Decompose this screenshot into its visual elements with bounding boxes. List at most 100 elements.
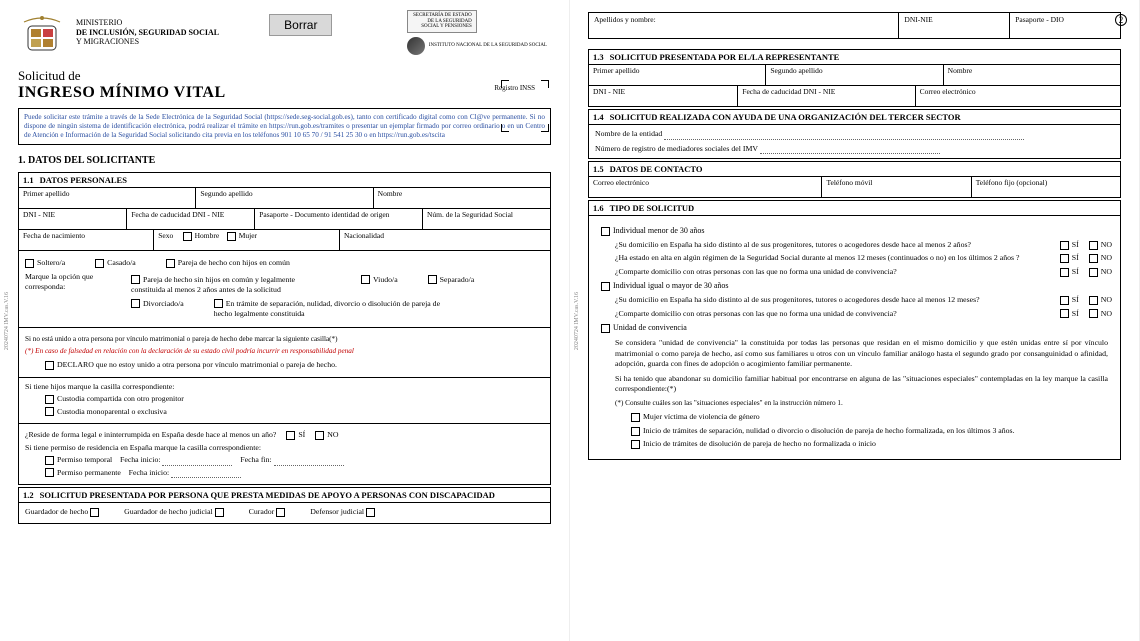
- checkbox-custodia-mono[interactable]: [45, 407, 54, 416]
- label-fijo: Teléfono fijo (opcional): [976, 178, 1048, 187]
- input-fecha-fin[interactable]: [274, 456, 344, 466]
- checkbox-reside-no[interactable]: [315, 431, 324, 440]
- opt-permiso-temp: Permiso temporal: [57, 455, 112, 464]
- checkbox-reside-si[interactable]: [286, 431, 295, 440]
- g2-q1: ¿Su domicilio en España ha sido distinto…: [615, 295, 1046, 306]
- checkbox-g1q1-no[interactable]: [1089, 241, 1098, 250]
- block-1-4: 1.4 SOLICITUD REALIZADA CON AYUDA DE UNA…: [588, 109, 1121, 159]
- checkbox-g1q2-si[interactable]: [1060, 254, 1069, 263]
- block-1-4-title: SOLICITUD REALIZADA CON AYUDA DE UNA ORG…: [610, 112, 961, 122]
- ss-logo-icon: [407, 37, 425, 55]
- opt-defensor: Defensor judicial: [310, 507, 364, 516]
- opt-guard-jud: Guardador de hecho judicial: [124, 507, 213, 516]
- checkbox-pareja-sin-hijos[interactable]: [131, 275, 140, 284]
- checkbox-guard-jud[interactable]: [215, 508, 224, 517]
- title-line1: Solicitud de: [18, 68, 551, 84]
- opt-pareja-hijos: Pareja de hecho con hijos en común: [178, 258, 290, 267]
- side-version-p2: 20240724 IMV.cas.V.16: [574, 291, 580, 349]
- label-nombre: Nombre: [378, 189, 403, 198]
- opt-curador: Curador: [249, 507, 275, 516]
- block-1-3-title: SOLICITUD PRESENTADA POR EL/LA REPRESENT…: [610, 52, 840, 62]
- checkbox-guard-hecho[interactable]: [90, 508, 99, 517]
- page-1: 20240724 IMV.cas.V.16 MINISTERIO DE INCL…: [0, 0, 570, 641]
- checkbox-divorciado[interactable]: [131, 299, 140, 308]
- sp2: Inicio de trámites de separación, nulida…: [643, 426, 1015, 435]
- block-1-3: 1.3 SOLICITUD PRESENTADA POR EL/LA REPRE…: [588, 49, 1121, 107]
- opt-hombre: Hombre: [195, 231, 220, 240]
- inss-badge: INSTITUTO NACIONAL DE LA SEGURIDAD SOCIA…: [429, 43, 547, 49]
- checkbox-g1q1-si[interactable]: [1060, 241, 1069, 250]
- page-number: 2: [1115, 14, 1127, 26]
- checkbox-soltero[interactable]: [25, 259, 34, 268]
- ministry-line2: DE INCLUSIÓN, SEGURIDAD SOCIAL: [76, 28, 219, 37]
- declaro-note: (*) En caso de falsedad en relación con …: [25, 347, 544, 357]
- info-box: Puede solicitar este trámite a través de…: [18, 108, 551, 145]
- top-pasaporte: Pasaporte - DIO: [1015, 15, 1064, 24]
- checkbox-g3[interactable]: [601, 324, 610, 333]
- g2-q2: ¿Comparte domicilio con otras personas c…: [615, 309, 1046, 320]
- block-1-1-title: DATOS PERSONALES: [40, 175, 127, 185]
- checkbox-mujer[interactable]: [227, 232, 236, 241]
- checkbox-g1q3-si[interactable]: [1060, 268, 1069, 277]
- opt-tramite: En trámite de separación, nulidad, divor…: [214, 299, 440, 319]
- sp1: Mujer víctima de violencia de género: [643, 412, 760, 421]
- checkbox-g1[interactable]: [601, 227, 610, 236]
- input-entidad[interactable]: [664, 130, 1024, 140]
- checkbox-g2q2-no[interactable]: [1089, 309, 1098, 318]
- checkbox-permiso-perm[interactable]: [45, 468, 54, 477]
- checkbox-sp1[interactable]: [631, 413, 640, 422]
- checkbox-viudo[interactable]: [361, 275, 370, 284]
- checkbox-permiso-temp[interactable]: [45, 456, 54, 465]
- checkbox-g2q1-si[interactable]: [1060, 296, 1069, 305]
- g1-q1: ¿Su domicilio en España ha sido distinto…: [615, 240, 1046, 251]
- crop-mark: [501, 124, 509, 132]
- label-entidad: Nombre de la entidad: [595, 129, 662, 138]
- input-registro-med[interactable]: [760, 144, 940, 154]
- opt-soltero: Soltero/a: [37, 258, 65, 267]
- checkbox-g2[interactable]: [601, 282, 610, 291]
- ministry-line1: MINISTERIO: [76, 18, 219, 28]
- coat-of-arms-icon: [18, 12, 66, 60]
- label-rep-fecha-cad: Fecha de caducidad DNI - NIE: [742, 87, 835, 96]
- permiso-intro: Si tiene permiso de residencia en España…: [25, 443, 544, 454]
- checkbox-g1q3-no[interactable]: [1089, 268, 1098, 277]
- opt-custodia-comp: Custodia compartida con otro progenitor: [57, 394, 184, 403]
- checkbox-sp3[interactable]: [631, 440, 640, 449]
- reside-question: ¿Reside de forma legal e ininterrumpida …: [25, 430, 276, 439]
- block-1-6-num: 1.6: [593, 203, 604, 213]
- checkbox-custodia-comp[interactable]: [45, 395, 54, 404]
- g3-body: Se considera "unidad de convivencia" la …: [615, 338, 1108, 370]
- checkbox-g2q1-no[interactable]: [1089, 296, 1098, 305]
- opt-pareja-sin-hijos: Pareja de hecho sin hijos en común y leg…: [131, 275, 295, 295]
- checkbox-declaro[interactable]: [45, 361, 54, 370]
- checkbox-tramite[interactable]: [214, 299, 223, 308]
- g2-title: Individual igual o mayor de 30 años: [613, 281, 729, 290]
- label-fecha-inicio-2: Fecha inicio:: [129, 468, 170, 477]
- declaro-intro: Si no está unido a otra persona por vínc…: [25, 335, 544, 345]
- opt-permiso-perm: Permiso permanente: [57, 468, 121, 477]
- label-nss: Núm. de la Seguridad Social: [427, 210, 513, 219]
- label-dni-nie: DNI - NIE: [23, 210, 55, 219]
- checkbox-g1q2-no[interactable]: [1089, 254, 1098, 263]
- ministry-text: MINISTERIO DE INCLUSIÓN, SEGURIDAD SOCIA…: [76, 18, 219, 47]
- checkbox-g2q2-si[interactable]: [1060, 309, 1069, 318]
- label-rep-nombre: Nombre: [948, 66, 973, 75]
- block-1-3-num: 1.3: [593, 52, 604, 62]
- checkbox-casado[interactable]: [95, 259, 104, 268]
- checkbox-pareja-hijos[interactable]: [166, 259, 175, 268]
- checkbox-defensor[interactable]: [366, 508, 375, 517]
- input-fecha-inicio[interactable]: [162, 456, 232, 466]
- block-1-5-num: 1.5: [593, 164, 604, 174]
- checkbox-hombre[interactable]: [183, 232, 192, 241]
- crop-mark: [501, 80, 509, 88]
- label-sexo: Sexo: [158, 231, 173, 240]
- input-fecha-inicio-2[interactable]: [171, 468, 241, 478]
- checkbox-sp2[interactable]: [631, 427, 640, 436]
- g1-q2: ¿Ha estado en alta en algún régimen de l…: [615, 253, 1046, 264]
- checkbox-curador[interactable]: [276, 508, 285, 517]
- label-movil: Teléfono móvil: [826, 178, 872, 187]
- checkbox-separado[interactable]: [428, 275, 437, 284]
- clear-button[interactable]: Borrar: [269, 14, 332, 36]
- label-primer-apellido: Primer apellido: [23, 189, 69, 198]
- title-line2: INGRESO MÍNIMO VITAL: [18, 84, 551, 102]
